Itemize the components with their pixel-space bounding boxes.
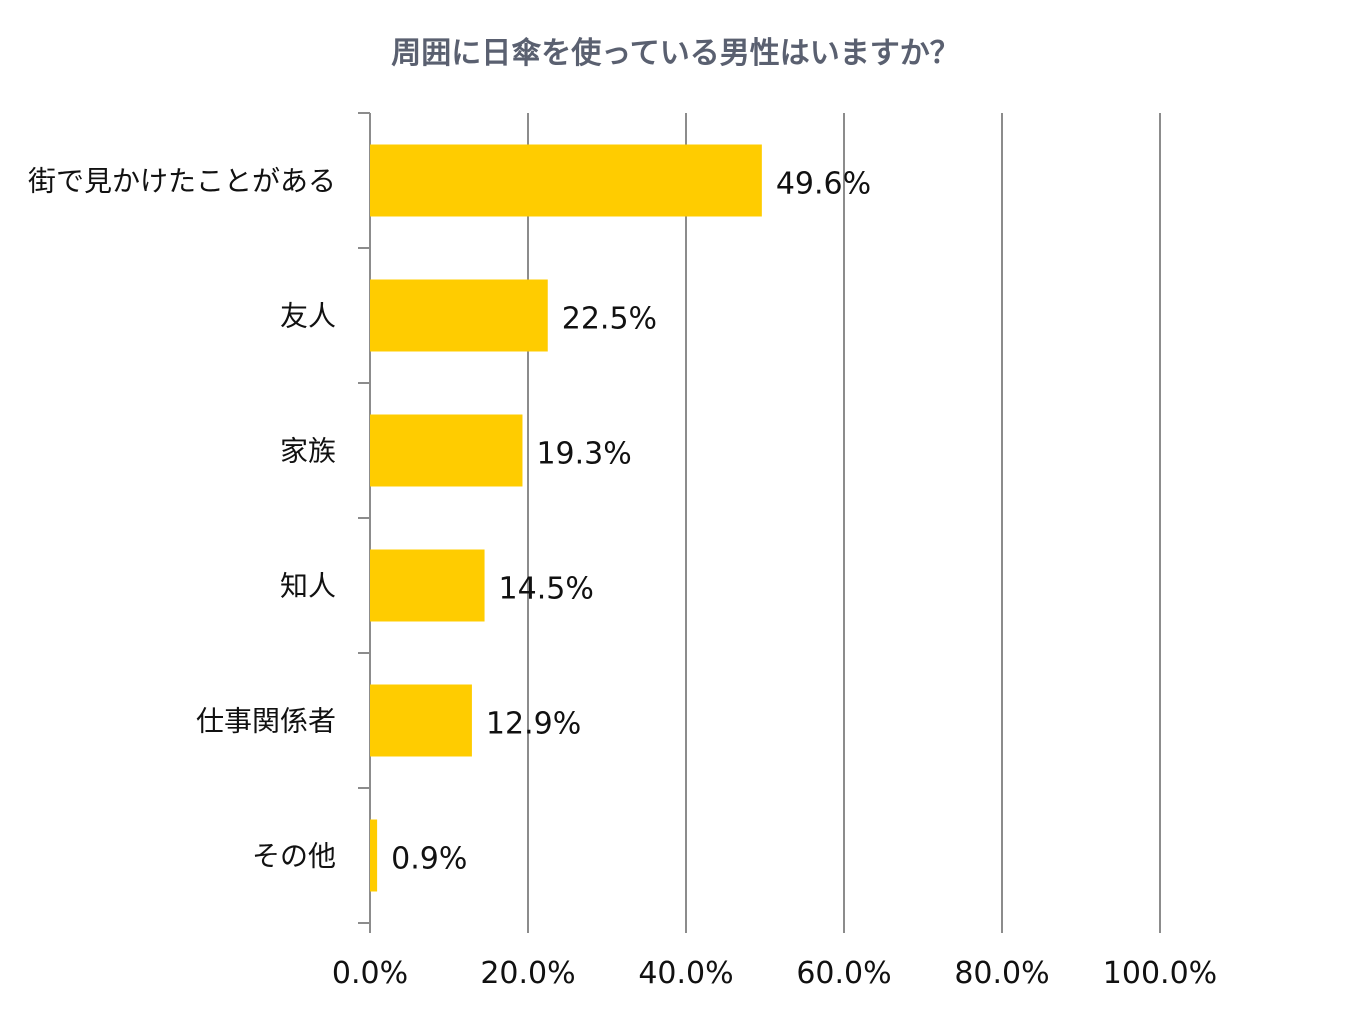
x-tick-label: 20.0% bbox=[480, 956, 575, 991]
category-label: 友人 bbox=[280, 300, 336, 333]
x-tick-label: 80.0% bbox=[954, 956, 1049, 991]
x-tick-label: 0.0% bbox=[332, 956, 408, 991]
data-label: 49.6% bbox=[776, 167, 871, 202]
x-tick-label: 40.0% bbox=[638, 956, 733, 991]
category-label: 仕事関係者 bbox=[196, 705, 336, 738]
category-label: 街で見かけたことがある bbox=[28, 165, 336, 198]
bar bbox=[370, 279, 548, 352]
x-tick-label: 100.0% bbox=[1103, 956, 1217, 991]
bar bbox=[370, 549, 485, 622]
grid-layer bbox=[527, 113, 1161, 933]
bar-layer bbox=[370, 144, 762, 892]
bar bbox=[370, 819, 378, 892]
data-label: 22.5% bbox=[562, 302, 657, 337]
bar bbox=[370, 414, 523, 487]
x-tick-label: 60.0% bbox=[796, 956, 891, 991]
data-label: 12.9% bbox=[486, 707, 581, 742]
bar bbox=[370, 684, 472, 757]
bar bbox=[370, 144, 762, 217]
category-label: 知人 bbox=[280, 570, 336, 603]
category-label: その他 bbox=[252, 840, 336, 873]
data-label: 19.3% bbox=[536, 437, 631, 472]
label-layer: 0.0% 20.0% 40.0% 60.0% 80.0% 100.0% 街で見かけたことがあ… bbox=[28, 165, 1217, 992]
category-label: 家族 bbox=[280, 435, 336, 468]
data-label: 0.9% bbox=[391, 842, 467, 877]
chart-title: 周囲に日傘を使っている男性はいますか？ bbox=[391, 36, 960, 71]
data-label: 14.5% bbox=[499, 572, 594, 607]
axis-layer bbox=[358, 112, 371, 933]
